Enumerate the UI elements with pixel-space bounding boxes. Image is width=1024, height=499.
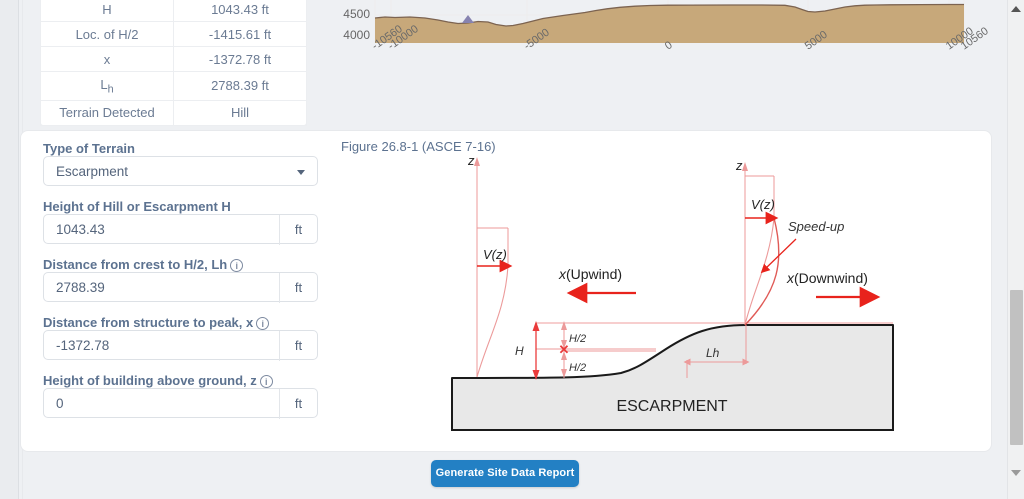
- svg-text:4000: 4000: [343, 28, 370, 42]
- svg-text:z: z: [467, 153, 475, 168]
- svg-text:4500: 4500: [343, 7, 370, 21]
- svg-text:x(Downwind): x(Downwind): [786, 270, 868, 286]
- svg-text:Lh: Lh: [706, 346, 720, 360]
- svg-text:H: H: [515, 344, 524, 358]
- svg-text:V(z): V(z): [751, 197, 775, 212]
- svg-text:H/2: H/2: [569, 362, 586, 374]
- svg-text:Speed-up: Speed-up: [788, 219, 844, 234]
- svg-text:z: z: [735, 158, 743, 173]
- svg-text:H/2: H/2: [569, 333, 586, 345]
- svg-text:✕: ✕: [559, 342, 570, 357]
- svg-text:V(z): V(z): [483, 247, 507, 262]
- svg-text:x(Upwind): x(Upwind): [558, 266, 622, 282]
- svg-text:ESCARPMENT: ESCARPMENT: [616, 398, 727, 415]
